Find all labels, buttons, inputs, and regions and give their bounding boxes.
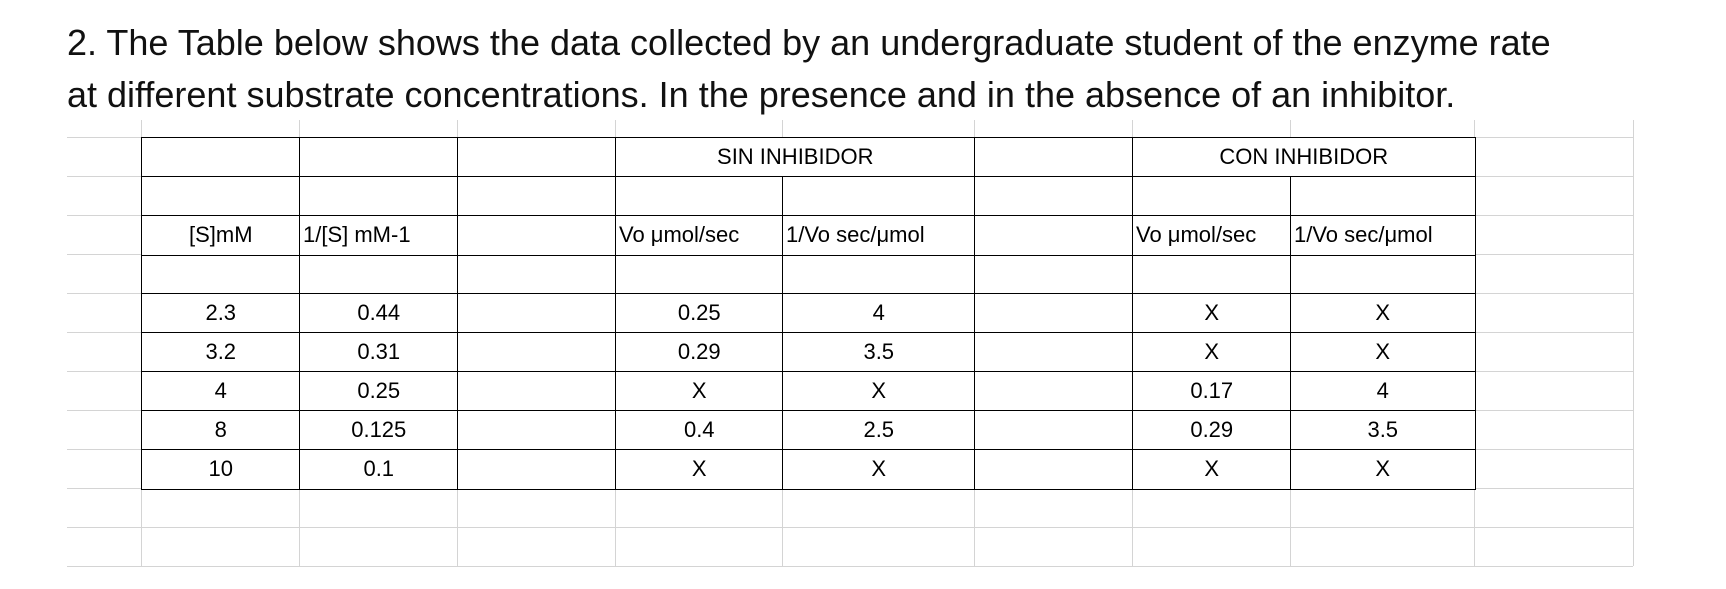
table-cell: 0.44 (299, 293, 459, 334)
empty-cell (1290, 254, 1476, 295)
table-cell: 2.3 (141, 293, 301, 334)
table-cell: 1/Vo sec/μmol (1290, 215, 1476, 256)
table-cell: X (1132, 293, 1292, 334)
empty-cell (457, 137, 617, 178)
table-cell: Vo μmol/sec (615, 215, 784, 256)
table-cell: [S]mM (141, 215, 301, 256)
empty-cell (615, 176, 784, 217)
empty-cell (974, 176, 1134, 217)
title-line: at different substrate concentrations. I… (67, 74, 1456, 115)
table-cell: X (782, 371, 976, 412)
table-cell: 3.5 (782, 332, 976, 373)
table-cell: 0.25 (615, 293, 784, 334)
table-cell: X (615, 449, 784, 490)
empty-cell (299, 137, 459, 178)
empty-cell (974, 449, 1134, 490)
table-cell: 4 (782, 293, 976, 334)
empty-cell (457, 449, 617, 490)
table-cell: X (1290, 332, 1476, 373)
empty-cell (457, 215, 617, 256)
empty-cell (1132, 254, 1292, 295)
empty-cell (457, 332, 617, 373)
table-cell: X (1290, 449, 1476, 490)
empty-cell (974, 137, 1134, 178)
table-cell: 0.31 (299, 332, 459, 373)
table-cell: 3.2 (141, 332, 301, 373)
table-cell: 2.5 (782, 410, 976, 451)
table-cell: 0.29 (1132, 410, 1292, 451)
empty-cell (782, 254, 976, 295)
table-cell: 4 (141, 371, 301, 412)
table-cell: 8 (141, 410, 301, 451)
grid-line (67, 566, 1633, 567)
empty-cell (457, 293, 617, 334)
table-cell: 0.4 (615, 410, 784, 451)
table-cell: 1/[S] mM-1 (299, 215, 459, 256)
table-cell: 1/Vo sec/μmol (782, 215, 976, 256)
table-cell: 0.125 (299, 410, 459, 451)
empty-cell (974, 254, 1134, 295)
table-cell: X (615, 371, 784, 412)
table-cell: X (782, 449, 976, 490)
table-cell: X (1132, 449, 1292, 490)
empty-cell (141, 254, 301, 295)
empty-cell (299, 176, 459, 217)
empty-cell (615, 254, 784, 295)
grid-line (67, 527, 1633, 528)
table-cell: 0.29 (615, 332, 784, 373)
empty-cell (457, 176, 617, 217)
empty-cell (974, 332, 1134, 373)
table-cell: Vo μmol/sec (1132, 215, 1292, 256)
empty-cell (1132, 176, 1292, 217)
empty-cell (141, 176, 301, 217)
table-cell: 0.25 (299, 371, 459, 412)
table-cell: 4 (1290, 371, 1476, 412)
empty-cell (782, 176, 976, 217)
empty-cell (974, 215, 1134, 256)
table-cell: X (1132, 332, 1292, 373)
table-cell: 0.1 (299, 449, 459, 490)
table-cell: X (1290, 293, 1476, 334)
grid-line (1633, 120, 1634, 566)
table-cell: SIN INHIBIDOR (615, 137, 976, 178)
empty-cell (974, 371, 1134, 412)
empty-cell (1290, 176, 1476, 217)
table-cell: CON INHIBIDOR (1132, 137, 1476, 178)
empty-cell (457, 371, 617, 412)
empty-cell (457, 254, 617, 295)
title-line: 2. The Table below shows the data collec… (67, 22, 1551, 63)
table-cell: 10 (141, 449, 301, 490)
table-cell: 0.17 (1132, 371, 1292, 412)
empty-cell (141, 137, 301, 178)
empty-cell (299, 254, 459, 295)
empty-cell (457, 410, 617, 451)
empty-cell (974, 410, 1134, 451)
table-cell: 3.5 (1290, 410, 1476, 451)
empty-cell (974, 293, 1134, 334)
